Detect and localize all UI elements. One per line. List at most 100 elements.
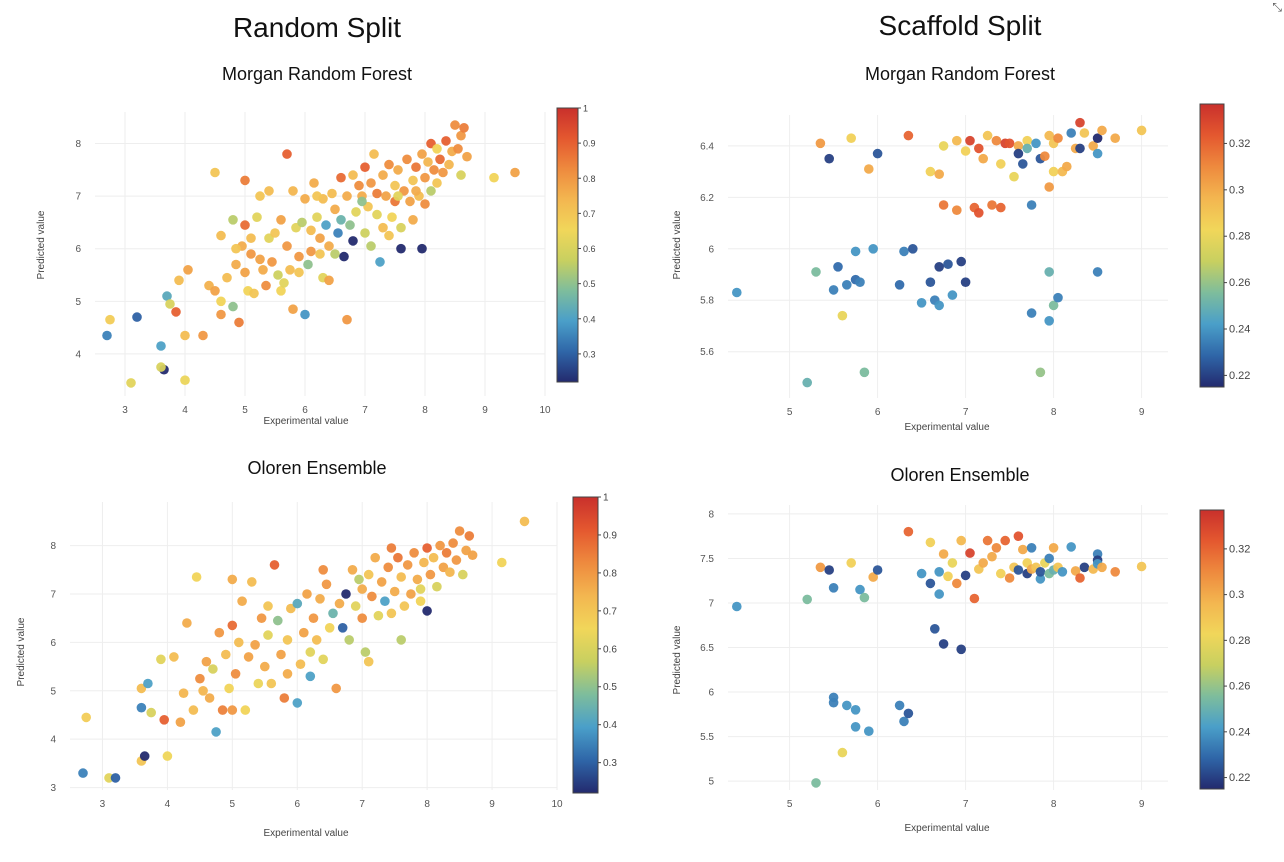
data-point — [960, 146, 971, 156]
data-point — [1013, 531, 1024, 541]
data-point — [415, 596, 426, 606]
y-tick-label: 5.8 — [700, 296, 714, 307]
data-point — [366, 241, 376, 251]
data-point — [342, 314, 352, 325]
colorbar — [572, 496, 599, 794]
y-tick-label: 8 — [75, 139, 81, 150]
data-point — [159, 715, 169, 725]
chart-title: Oloren Ensemble — [890, 465, 1030, 485]
data-point — [341, 589, 351, 599]
random-split-title: Random Split — [232, 12, 402, 43]
data-point — [357, 196, 367, 207]
data-point — [228, 215, 238, 225]
data-point — [360, 162, 370, 172]
x-tick-label: 9 — [489, 799, 495, 810]
data-point — [222, 272, 232, 283]
data-point — [324, 623, 335, 633]
data-point — [444, 159, 454, 170]
data-point — [360, 647, 371, 657]
data-point — [438, 167, 448, 178]
data-point — [952, 135, 962, 146]
data-point — [294, 251, 304, 262]
data-point — [216, 296, 226, 307]
data-point — [415, 584, 426, 594]
colorbar-tick-label: 0.5 — [603, 682, 617, 693]
data-point — [899, 716, 909, 727]
data-point — [327, 188, 337, 199]
data-point — [408, 215, 418, 225]
y-tick-label: 8 — [50, 541, 56, 552]
data-point — [305, 647, 316, 657]
data-point — [78, 768, 88, 778]
data-point — [315, 594, 325, 604]
data-point — [273, 615, 283, 626]
data-point — [217, 705, 228, 715]
data-point — [230, 669, 241, 679]
colorbar-tick-label: 0.4 — [603, 720, 617, 731]
data-point — [462, 151, 472, 162]
data-point — [263, 601, 273, 611]
data-point — [306, 246, 316, 257]
data-point — [991, 543, 1002, 553]
expand-icon[interactable]: ⤡ — [1272, 0, 1282, 14]
data-point — [210, 167, 220, 178]
y-tick-label: 5.5 — [700, 732, 714, 743]
data-point — [363, 656, 374, 667]
data-point — [240, 267, 250, 278]
data-point — [178, 688, 189, 698]
data-point — [171, 307, 181, 317]
data-point — [396, 243, 406, 254]
data-point — [292, 598, 303, 609]
data-point — [396, 572, 407, 582]
data-point — [828, 583, 839, 593]
colorbar-tick-label: 0.28 — [1229, 231, 1250, 243]
x-tick-label: 9 — [1139, 407, 1145, 418]
data-point — [240, 705, 251, 715]
data-point — [824, 565, 834, 575]
data-point — [309, 178, 319, 188]
data-point — [441, 136, 451, 146]
data-point — [802, 594, 812, 605]
data-point — [182, 618, 192, 628]
data-point — [263, 630, 273, 640]
data-point — [1013, 141, 1024, 151]
colorbar-tick-label: 0.4 — [583, 314, 596, 324]
data-point — [432, 178, 442, 188]
data-point — [1092, 267, 1103, 277]
x-tick-label: 6 — [302, 405, 308, 416]
x-axis-label: Experimental value — [263, 416, 348, 427]
data-point — [519, 516, 530, 527]
data-point — [1022, 143, 1032, 154]
data-point — [1044, 182, 1054, 192]
data-point — [1018, 544, 1028, 555]
data-point — [1004, 138, 1015, 149]
data-point — [453, 144, 463, 154]
data-point — [336, 172, 346, 183]
scatter-chart-random-oloren: 3 4 5 6 7 8 9 10 3 4 5 6 7 8 Experimental value Predict… — [16, 493, 617, 840]
data-point — [389, 586, 400, 597]
data-point — [938, 141, 949, 151]
data-point — [231, 243, 241, 254]
x-tick-label: 10 — [539, 405, 551, 416]
data-point — [139, 751, 150, 761]
data-point — [175, 717, 186, 727]
data-point — [286, 603, 296, 614]
data-point — [406, 589, 416, 599]
colorbar-tick-label: 0.26 — [1229, 681, 1250, 693]
data-point — [943, 571, 953, 582]
data-point — [354, 574, 364, 585]
data-point — [1026, 308, 1037, 318]
data-point — [180, 375, 190, 386]
colorbar-tick-label: 0.26 — [1229, 277, 1250, 289]
data-point — [458, 569, 468, 580]
data-point — [227, 705, 238, 715]
data-point — [348, 170, 358, 180]
data-point — [510, 167, 520, 178]
data-point — [288, 304, 298, 315]
data-point — [1013, 565, 1024, 575]
data-point — [350, 601, 361, 611]
y-tick-label: 6 — [708, 244, 714, 255]
data-point — [1044, 130, 1054, 141]
y-tick-label: 4 — [50, 735, 56, 746]
